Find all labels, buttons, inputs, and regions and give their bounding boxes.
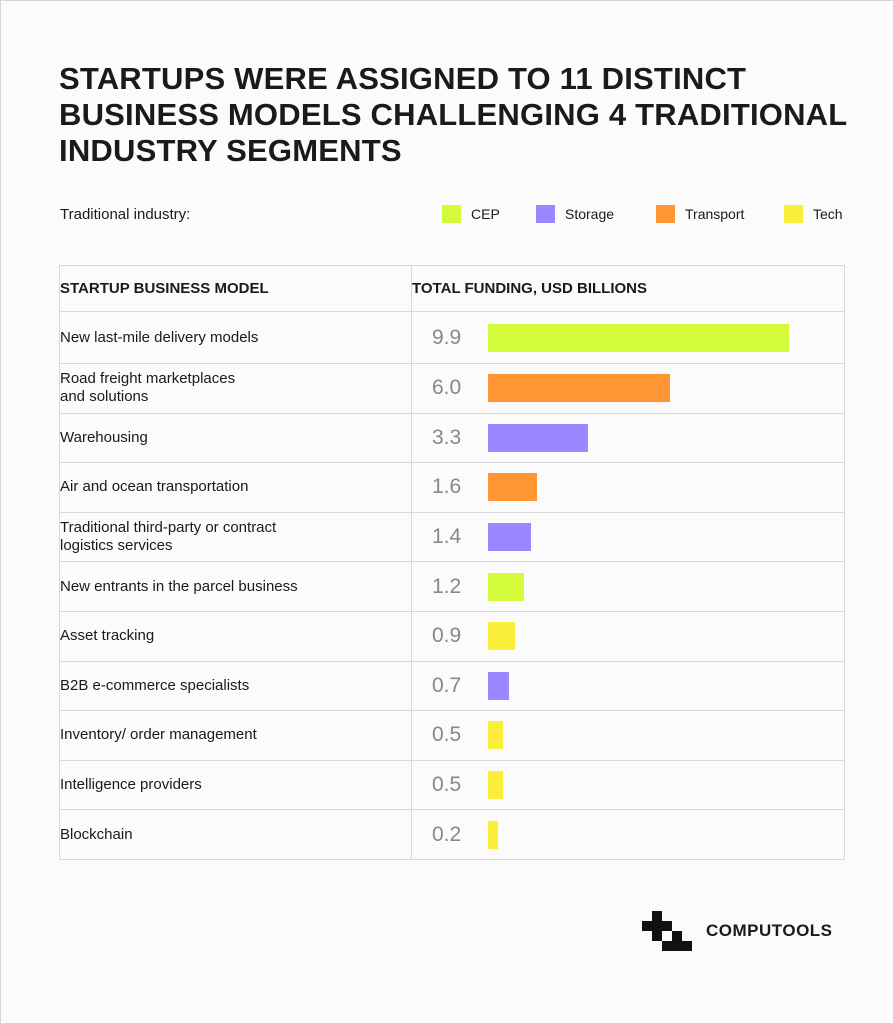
table-header-row: STARTUP BUSINESS MODEL TOTAL FUNDING, US…	[59, 265, 845, 312]
legend-item-storage: Storage	[536, 205, 614, 223]
data-label: 0.9	[432, 624, 462, 648]
business-model-label: Inventory/ order management	[59, 710, 412, 761]
bar	[488, 523, 531, 552]
funding-cell: 0.7	[411, 660, 845, 712]
legend-text: Transport	[685, 206, 745, 222]
bar	[488, 374, 671, 403]
legend-swatch	[784, 205, 803, 223]
business-model-label: New last-mile delivery models	[59, 311, 412, 364]
bar	[488, 671, 510, 700]
data-label: 3.3	[432, 425, 462, 449]
bar	[488, 622, 516, 651]
bar	[488, 473, 537, 502]
data-label: 0.5	[432, 773, 462, 797]
data-label: 6.0	[432, 376, 462, 400]
business-model-label: New entrants in the parcel business	[59, 561, 412, 612]
table-row: Traditional third-party or contract logi…	[59, 511, 845, 563]
funding-cell: 0.5	[411, 710, 845, 761]
table-row: B2B e-commerce specialists 0.7	[59, 660, 845, 712]
legend-text: CEP	[471, 206, 500, 222]
funding-cell: 6.0	[411, 363, 845, 414]
data-label: 9.9	[432, 325, 462, 349]
table-row: New last-mile delivery models 9.9	[59, 311, 845, 364]
bar	[488, 820, 498, 849]
bar	[488, 721, 504, 750]
business-model-label: Traditional third-party or contract logi…	[59, 511, 412, 563]
legend-swatch	[656, 205, 675, 223]
column-header-model: STARTUP BUSINESS MODEL	[59, 265, 412, 312]
business-model-label: Air and ocean transportation	[59, 462, 412, 513]
table-row: Blockchain 0.2	[59, 809, 845, 860]
funding-cell: 3.3	[411, 412, 845, 464]
bar	[488, 771, 504, 800]
legend-item-transport: Transport	[656, 205, 744, 223]
legend-text: Tech	[813, 206, 843, 222]
funding-cell: 0.9	[411, 610, 845, 662]
bar	[488, 572, 525, 601]
table-row: Asset tracking 0.9	[59, 610, 845, 662]
business-model-label: B2B e-commerce specialists	[59, 660, 412, 712]
computools-logo: COMPUTOOLS	[642, 911, 833, 951]
table-body: New last-mile delivery models 9.9 Road fre…	[59, 311, 845, 860]
business-model-label: Warehousing	[59, 412, 412, 464]
legend-swatch	[442, 205, 461, 223]
table-row: Inventory/ order management 0.5	[59, 710, 845, 761]
table-row: Intelligence providers 0.5	[59, 759, 845, 811]
legend-swatch	[536, 205, 555, 223]
legend-item-cep: CEP	[442, 205, 500, 223]
column-header-funding: TOTAL FUNDING, USD BILLIONS	[411, 265, 845, 312]
funding-cell: 1.4	[411, 511, 845, 563]
bar	[488, 323, 789, 352]
bar	[488, 423, 589, 452]
data-label: 0.7	[432, 673, 462, 697]
table-row: New entrants in the parcel business 1.2	[59, 561, 845, 612]
business-model-label: Road freight marketplaces and solutions	[59, 363, 412, 414]
table-row: Air and ocean transportation 1.6	[59, 462, 845, 513]
data-label: 1.2	[432, 574, 462, 598]
data-label: 0.5	[432, 723, 462, 747]
page-title: STARTUPS WERE ASSIGNED TO 11 DISTINCT BU…	[59, 61, 847, 168]
computools-logo-icon	[642, 911, 692, 951]
funding-table: STARTUP BUSINESS MODEL TOTAL FUNDING, US…	[59, 265, 845, 860]
data-label: 1.4	[432, 525, 462, 549]
funding-cell: 9.9	[411, 311, 845, 364]
funding-cell: 0.5	[411, 759, 845, 811]
legend-text: Storage	[565, 206, 615, 222]
funding-cell: 1.2	[411, 561, 845, 612]
business-model-label: Asset tracking	[59, 610, 412, 662]
table-row: Road freight marketplaces and solutions 6…	[59, 363, 845, 414]
funding-cell: 1.6	[411, 462, 845, 513]
table-row: Warehousing 3.3	[59, 412, 845, 464]
logo-text: COMPUTOOLS	[706, 921, 833, 940]
legend-item-tech: Tech	[784, 205, 843, 223]
legend-label: Traditional industry:	[60, 206, 191, 223]
funding-cell: 0.2	[411, 809, 845, 860]
business-model-label: Blockchain	[59, 809, 412, 860]
data-label: 1.6	[432, 475, 462, 499]
data-label: 0.2	[432, 822, 462, 846]
business-model-label: Intelligence providers	[59, 759, 412, 811]
